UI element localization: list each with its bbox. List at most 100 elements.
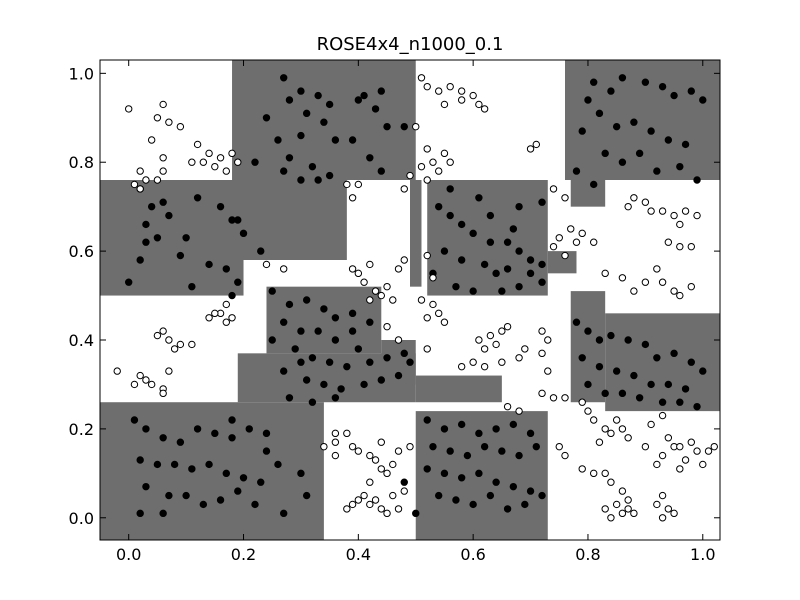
filled-point-34 [216, 202, 225, 211]
filled-point-81 [670, 91, 678, 100]
open-point-10 [199, 158, 208, 166]
open-point-16 [136, 167, 144, 175]
decision-region-4 [410, 180, 422, 287]
filled-point-210 [435, 491, 443, 500]
open-point-93 [435, 309, 443, 318]
filled-point-25 [400, 122, 408, 131]
open-point-178 [343, 505, 351, 513]
open-point-48 [561, 194, 569, 202]
open-point-149 [624, 434, 632, 442]
filled-point-168 [170, 460, 179, 469]
x-tick-label: 0.8 [575, 545, 600, 564]
filled-point-197 [446, 447, 454, 455]
filled-point-136 [607, 331, 615, 340]
decision-region-12 [415, 375, 502, 403]
open-point-190 [607, 514, 615, 522]
open-point-107 [153, 331, 162, 340]
filled-point-88 [647, 127, 655, 135]
filled-point-176 [142, 482, 150, 491]
open-point-162 [377, 465, 385, 473]
open-point-95 [383, 322, 391, 331]
filled-point-181 [234, 487, 242, 495]
filled-point-208 [509, 482, 518, 491]
open-point-124 [480, 345, 489, 353]
filled-point-198 [463, 451, 472, 460]
filled-point-91 [578, 127, 586, 135]
open-point-21 [153, 176, 162, 184]
filled-point-191 [457, 420, 466, 429]
filled-point-56 [526, 256, 535, 264]
filled-point-156 [693, 402, 701, 411]
filled-point-154 [658, 398, 667, 406]
filled-point-165 [262, 429, 271, 438]
open-point-136 [538, 389, 546, 398]
open-point-104 [205, 314, 213, 322]
filled-point-166 [136, 456, 144, 464]
filled-point-113 [291, 345, 299, 353]
filled-point-116 [343, 362, 351, 371]
open-point-23 [423, 82, 431, 91]
filled-point-117 [366, 358, 374, 366]
open-point-185 [624, 496, 632, 504]
open-point-67 [687, 242, 695, 251]
open-point-29 [480, 105, 489, 113]
filled-point-178 [182, 491, 190, 500]
open-point-121 [486, 331, 495, 340]
filled-point-188 [262, 447, 271, 455]
filled-point-80 [658, 82, 667, 91]
filled-point-173 [257, 478, 265, 486]
filled-point-217 [412, 509, 420, 518]
open-point-115 [147, 380, 156, 389]
open-point-184 [618, 487, 627, 495]
open-point-105 [222, 318, 230, 326]
open-point-126 [521, 345, 529, 353]
open-point-179 [348, 500, 357, 509]
open-point-134 [515, 354, 523, 362]
open-point-198 [658, 451, 667, 460]
open-point-140 [561, 394, 569, 402]
open-point-57 [630, 194, 638, 202]
filled-point-12 [297, 176, 305, 184]
open-point-182 [601, 469, 609, 478]
filled-point-0 [280, 74, 288, 82]
filled-point-55 [515, 247, 523, 255]
filled-point-110 [331, 336, 340, 344]
filled-point-74 [475, 194, 483, 202]
filled-point-95 [653, 167, 661, 175]
open-point-173 [377, 505, 385, 513]
filled-point-50 [446, 211, 454, 220]
filled-point-202 [532, 442, 540, 451]
open-point-141 [578, 398, 586, 406]
filled-point-42 [136, 256, 144, 264]
filled-point-139 [653, 354, 661, 362]
filled-point-30 [165, 211, 173, 220]
open-point-6 [205, 149, 213, 158]
open-point-18 [142, 176, 150, 184]
filled-point-167 [153, 460, 162, 469]
open-point-81 [371, 287, 380, 295]
filled-point-60 [480, 260, 489, 269]
y-tick-label: 0.6 [69, 242, 94, 261]
open-point-0 [125, 105, 133, 113]
open-point-152 [561, 451, 569, 460]
filled-point-203 [423, 465, 431, 473]
open-point-68 [601, 269, 609, 278]
filled-point-77 [607, 87, 615, 95]
open-point-192 [653, 500, 661, 509]
data-points [113, 74, 718, 522]
open-point-26 [457, 87, 466, 95]
filled-point-87 [630, 118, 638, 126]
open-point-75 [687, 282, 695, 291]
open-point-39 [417, 162, 426, 171]
filled-point-195 [526, 429, 535, 438]
open-point-196 [658, 514, 667, 522]
open-point-147 [612, 416, 621, 424]
filled-point-152 [618, 389, 627, 398]
open-point-202 [687, 438, 695, 446]
filled-point-140 [670, 349, 678, 358]
open-point-137 [549, 394, 558, 402]
filled-point-199 [480, 442, 489, 451]
filled-point-133 [572, 318, 581, 326]
open-point-78 [354, 269, 363, 278]
